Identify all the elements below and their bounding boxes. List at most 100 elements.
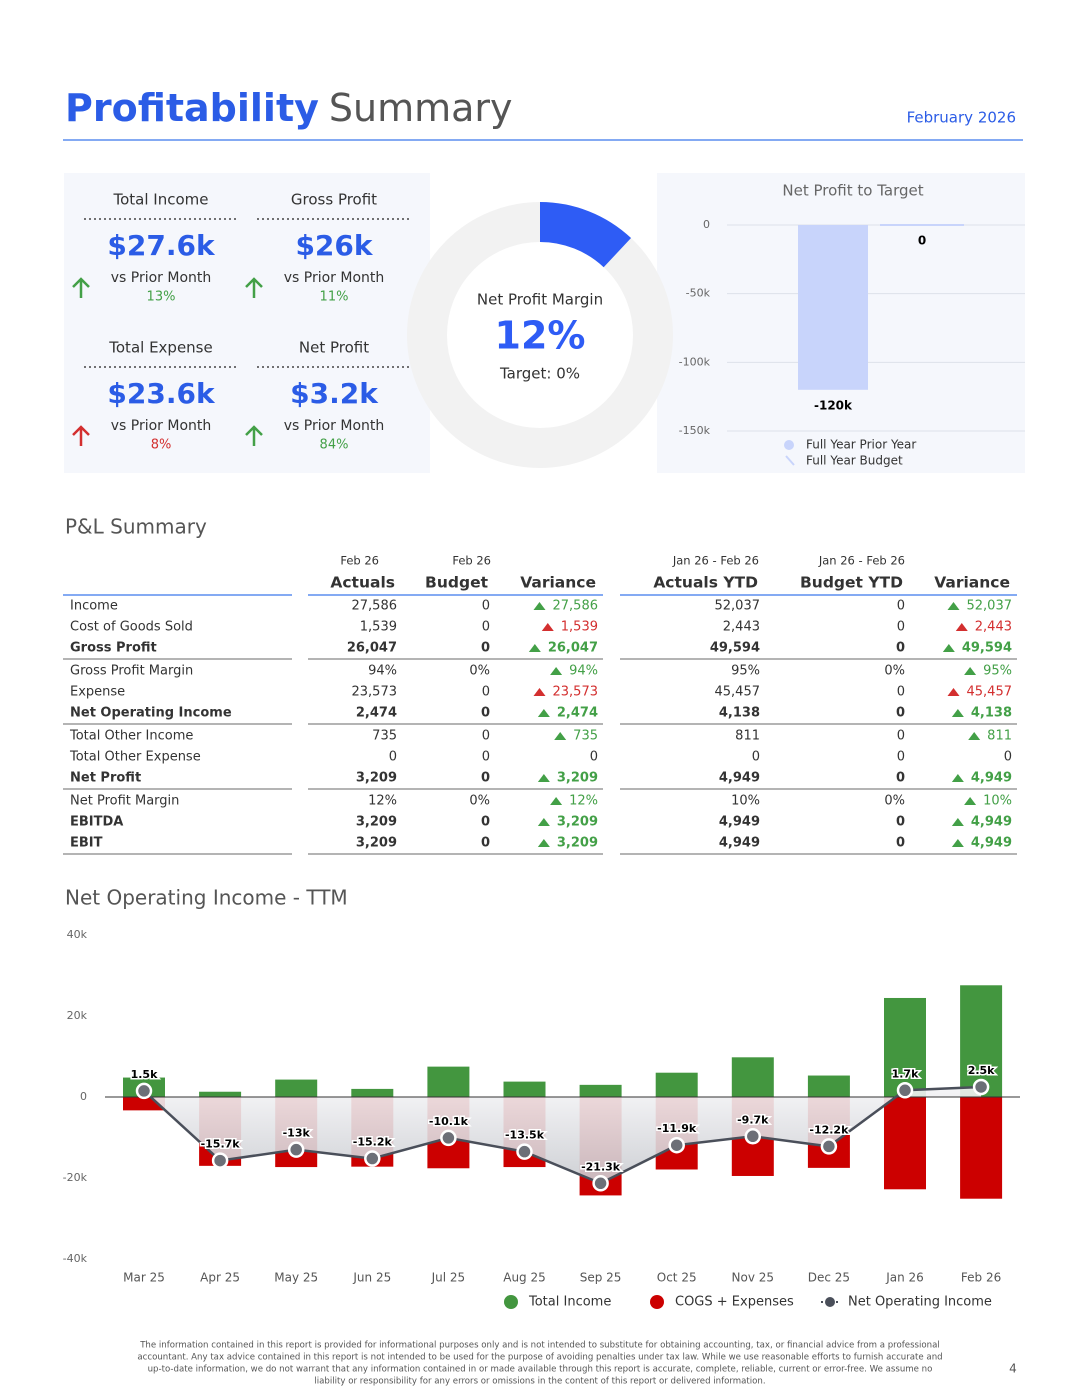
cell: 45,457	[967, 685, 1013, 700]
bar-label: 0	[918, 234, 926, 248]
cell: 735	[372, 729, 397, 744]
x-tick-label: Nov 25	[732, 1271, 775, 1285]
donut-title: Net Profit Margin	[477, 291, 603, 309]
y-tick-label: -40k	[63, 1252, 88, 1265]
row-label: Gross Profit Margin	[70, 664, 193, 679]
cell: 26,047	[347, 641, 397, 656]
table-title: P&L Summary	[65, 515, 207, 539]
cell: 0%	[884, 664, 905, 679]
cell: 0	[897, 729, 905, 744]
y-tick-label: -20k	[63, 1171, 88, 1184]
row-label: Net Operating Income	[70, 706, 232, 721]
variance-arrow	[550, 797, 563, 805]
x-tick-label: Apr 25	[200, 1271, 240, 1285]
cell: 0	[482, 750, 490, 765]
cell: 27,586	[553, 599, 599, 614]
report-date: February 2026	[907, 109, 1016, 127]
cell: 0	[896, 836, 905, 851]
cell: 49,594	[962, 641, 1012, 656]
point-label: -15.7k	[201, 1138, 241, 1151]
point-label: -15.2k	[353, 1136, 393, 1149]
cell: 0	[482, 729, 490, 744]
cell: 4,949	[719, 771, 760, 786]
variance-arrow	[951, 818, 964, 826]
x-tick-label: May 25	[274, 1271, 318, 1285]
cell: 4,138	[971, 706, 1012, 721]
cell: 12%	[368, 794, 397, 809]
column-group: Jan 26 - Feb 26	[672, 554, 759, 568]
x-tick-label: Jun 25	[352, 1271, 391, 1285]
kpi-compare: vs Prior Month	[284, 270, 385, 286]
x-tick-label: Oct 25	[657, 1271, 697, 1285]
cell: 735	[573, 729, 598, 744]
line-point	[516, 1143, 533, 1160]
kpi-compare: vs Prior Month	[284, 418, 385, 434]
cell: 94%	[569, 664, 598, 679]
column-header: Budget YTD	[800, 574, 903, 592]
disclaimer: The information contained in this report…	[139, 1341, 940, 1351]
line	[143, 1085, 982, 1185]
bar	[503, 1081, 546, 1097]
bar	[731, 1057, 774, 1097]
line-point	[592, 1175, 609, 1192]
cell: 811	[735, 729, 760, 744]
cell: 0	[481, 706, 490, 721]
legend-swatch	[784, 440, 794, 450]
row-label: Total Other Income	[69, 729, 193, 744]
point-label: 1.5k	[131, 1068, 158, 1081]
cell: 0	[897, 685, 905, 700]
cell: 2,443	[723, 620, 760, 635]
cell: 12%	[569, 794, 598, 809]
cell: 94%	[368, 664, 397, 679]
point-label: -12.2k	[809, 1123, 849, 1136]
bar	[807, 1075, 850, 1097]
y-tick-label: -150k	[679, 424, 711, 437]
y-tick-label: 0	[80, 1090, 87, 1103]
cell: 10%	[983, 794, 1012, 809]
row-label: Net Profit	[70, 771, 141, 786]
cell: 0	[481, 771, 490, 786]
variance-arrow	[537, 839, 550, 847]
column-group: Feb 26	[452, 554, 491, 568]
line-point	[668, 1136, 685, 1154]
kpi-arrow	[72, 277, 90, 298]
column-header: Actuals	[330, 574, 395, 592]
kpi-value: $23.6k	[107, 377, 216, 410]
chart-title: Net Profit to Target	[782, 182, 923, 200]
disclaimer: up-to-date information, we do not warran…	[148, 1365, 933, 1375]
bar	[199, 1091, 242, 1097]
kpi-compare: vs Prior Month	[111, 270, 212, 286]
line-point	[744, 1128, 762, 1145]
kpi-change: 84%	[320, 438, 349, 453]
kpi-change: 11%	[320, 290, 349, 305]
cell: 26,047	[548, 641, 598, 656]
legend-swatch	[504, 1295, 518, 1309]
y-tick-label: 0	[703, 218, 710, 231]
line-point	[820, 1138, 838, 1155]
cell: 0%	[884, 794, 905, 809]
point-label: -13.5k	[505, 1129, 545, 1142]
x-tick-label: Sep 25	[580, 1271, 622, 1285]
cell: 3,209	[356, 836, 397, 851]
legend-swatch	[825, 1297, 835, 1307]
bar	[427, 1066, 470, 1097]
row-label: Total Other Expense	[69, 750, 201, 765]
legend-swatch	[650, 1295, 664, 1309]
point-label: -21.3k	[581, 1160, 621, 1173]
cell: 0%	[469, 794, 490, 809]
cell: 0	[752, 750, 760, 765]
y-tick-label: -50k	[686, 287, 711, 300]
column-header: Variance	[520, 574, 596, 592]
variance-arrow	[951, 774, 964, 782]
cell: 0	[896, 706, 905, 721]
row-label: Income	[70, 599, 118, 614]
cell: 0	[897, 620, 905, 635]
variance-arrow	[537, 774, 550, 782]
legend-label: Total Income	[528, 1295, 611, 1310]
line-point	[287, 1141, 305, 1158]
donut-target: Target: 0%	[499, 365, 580, 383]
point-label: -9.7k	[737, 1113, 769, 1126]
line-point	[211, 1152, 229, 1169]
cell: 3,209	[557, 836, 598, 851]
